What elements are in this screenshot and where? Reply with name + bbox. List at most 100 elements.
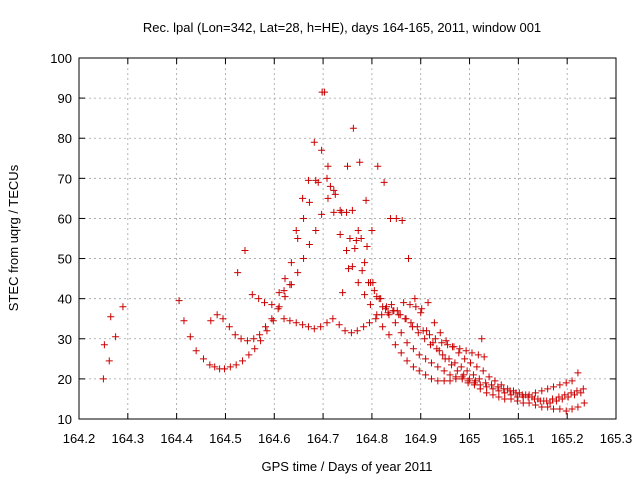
data-point bbox=[343, 247, 351, 255]
data-point bbox=[275, 289, 283, 297]
data-point bbox=[386, 214, 394, 222]
data-point bbox=[338, 208, 346, 216]
data-point bbox=[261, 323, 269, 331]
data-point bbox=[483, 389, 491, 397]
data-point bbox=[431, 335, 439, 343]
data-point bbox=[219, 315, 227, 323]
data-point bbox=[395, 311, 403, 319]
data-point bbox=[287, 259, 295, 267]
data-point bbox=[220, 365, 228, 373]
x-tick-label: 165.2 bbox=[551, 431, 584, 446]
data-point bbox=[385, 311, 393, 319]
data-point bbox=[456, 345, 464, 353]
data-point bbox=[452, 373, 460, 381]
data-point bbox=[321, 88, 329, 96]
data-point bbox=[105, 357, 113, 365]
data-point bbox=[324, 162, 332, 170]
data-point bbox=[406, 301, 414, 309]
data-point bbox=[207, 317, 215, 325]
data-point bbox=[281, 293, 289, 301]
y-tick-label: 100 bbox=[50, 51, 72, 66]
data-point bbox=[440, 367, 448, 375]
data-point bbox=[540, 397, 548, 405]
data-point bbox=[294, 235, 302, 242]
data-point bbox=[495, 387, 503, 395]
data-point bbox=[391, 319, 399, 327]
data-point bbox=[397, 349, 405, 357]
data-point bbox=[354, 226, 362, 234]
data-point bbox=[468, 349, 476, 357]
data-point bbox=[426, 331, 434, 339]
data-point bbox=[377, 295, 385, 303]
data-point bbox=[474, 351, 482, 359]
data-point bbox=[339, 289, 347, 297]
data-point bbox=[300, 255, 308, 263]
data-point bbox=[100, 341, 108, 349]
data-point bbox=[360, 323, 368, 331]
data-point bbox=[107, 313, 115, 321]
data-point bbox=[422, 355, 430, 363]
data-point bbox=[175, 297, 183, 305]
data-point bbox=[476, 381, 484, 389]
y-tick-label: 60 bbox=[58, 211, 72, 226]
data-point bbox=[255, 295, 263, 303]
data-point bbox=[531, 401, 539, 409]
data-point bbox=[199, 355, 207, 363]
data-point bbox=[250, 335, 258, 343]
data-point bbox=[497, 381, 505, 389]
data-point bbox=[251, 345, 259, 353]
x-tick-label: 164.9 bbox=[404, 431, 437, 446]
x-tick-label: 164.3 bbox=[112, 431, 145, 446]
data-point bbox=[304, 323, 312, 331]
data-point bbox=[380, 178, 388, 186]
data-point bbox=[538, 387, 546, 395]
data-point bbox=[358, 267, 366, 275]
data-point bbox=[323, 174, 331, 182]
data-point bbox=[412, 303, 420, 311]
data-point bbox=[421, 335, 429, 343]
x-axis-label: GPS time / Days of year 2011 bbox=[262, 459, 433, 474]
data-point bbox=[411, 295, 419, 303]
data-point bbox=[243, 337, 251, 345]
data-point bbox=[430, 319, 438, 327]
data-point bbox=[331, 190, 339, 198]
data-point bbox=[507, 391, 515, 399]
y-tick-label: 20 bbox=[58, 372, 72, 387]
data-point bbox=[407, 319, 415, 327]
data-point bbox=[280, 315, 288, 323]
data-point bbox=[446, 371, 454, 379]
data-point bbox=[522, 391, 530, 399]
data-point bbox=[435, 347, 443, 355]
data-point bbox=[450, 343, 458, 351]
data-point bbox=[225, 323, 233, 331]
data-point bbox=[365, 319, 373, 327]
data-point bbox=[234, 269, 242, 277]
data-point bbox=[112, 333, 120, 341]
data-point bbox=[263, 327, 271, 335]
data-point bbox=[389, 307, 397, 315]
data-point bbox=[458, 375, 466, 383]
data-point bbox=[577, 389, 585, 397]
data-point bbox=[374, 162, 382, 170]
data-point bbox=[366, 301, 374, 309]
data-point bbox=[440, 377, 448, 385]
data-point bbox=[550, 383, 558, 391]
data-point bbox=[568, 377, 576, 385]
data-point bbox=[427, 359, 435, 367]
data-point bbox=[580, 399, 588, 407]
data-point bbox=[467, 359, 475, 367]
data-point bbox=[574, 403, 582, 411]
data-point bbox=[480, 353, 488, 361]
data-point bbox=[504, 385, 512, 393]
data-point bbox=[362, 196, 370, 204]
data-point bbox=[318, 210, 326, 218]
data-point bbox=[344, 265, 352, 273]
data-point bbox=[305, 241, 313, 249]
data-point bbox=[348, 206, 356, 214]
data-point bbox=[438, 339, 446, 347]
data-point bbox=[324, 194, 332, 202]
data-point bbox=[356, 158, 364, 166]
data-point bbox=[305, 198, 313, 206]
y-axis-label: STEC from uqrg / TECUs bbox=[6, 164, 21, 311]
